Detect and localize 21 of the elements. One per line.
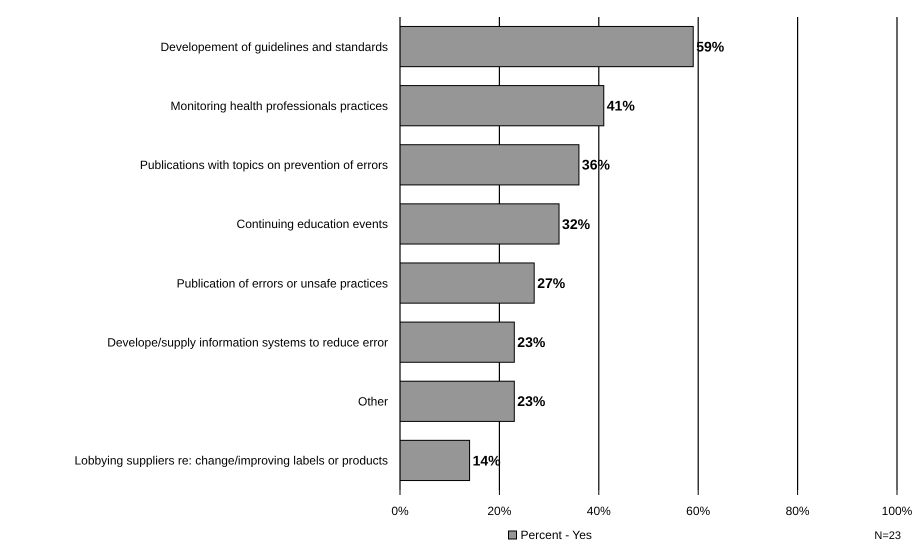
data-label: 41% (606, 98, 636, 114)
y-tick-label: Develope/supply information systems to reduce error (107, 335, 388, 350)
y-tick-label: Continuing education events (236, 217, 388, 232)
x-tick-label: 100% (882, 504, 913, 518)
x-tick-label: 40% (586, 504, 612, 518)
y-tick-label: Lobbying suppliers re: change/improving labels or products (74, 454, 388, 468)
y-tick-label: Publications with topics on prevention of errors (140, 158, 388, 172)
data-label: 23% (517, 393, 546, 410)
y-tick-label: Publication of errors or unsafe practices (176, 276, 388, 290)
data-label: 27% (537, 274, 566, 291)
x-tick-label: 0% (391, 504, 409, 518)
x-tick-label: 60% (686, 504, 711, 518)
x-tick-label: 80% (786, 504, 810, 518)
data-label: 32% (562, 216, 591, 232)
y-tick-label: Other (358, 394, 388, 409)
x-tick-label: 20% (487, 504, 512, 518)
data-label: 23% (517, 334, 546, 350)
text: N=23 (874, 530, 901, 542)
legend-label: Percent - Yes (520, 528, 592, 542)
y-tick-label: Monitoring health professionals practices (170, 98, 388, 113)
y-tick-label: Developement of guidelines and standards (160, 40, 388, 54)
